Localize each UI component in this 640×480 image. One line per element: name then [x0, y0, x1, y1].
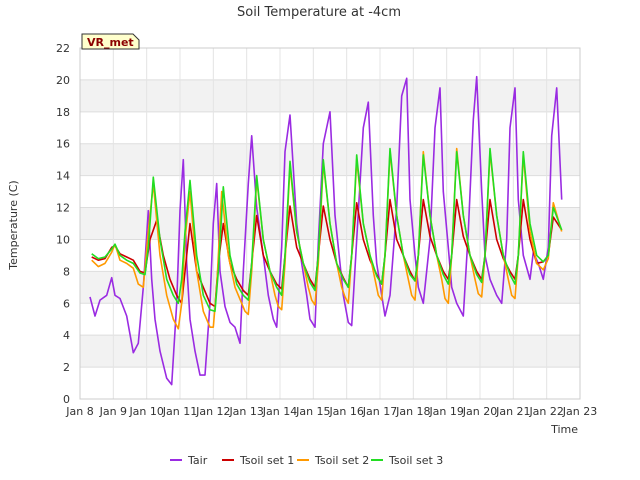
series-lines — [89, 75, 563, 386]
y-tick-label: 10 — [56, 233, 70, 246]
x-tick-label: Jan 9 — [99, 405, 127, 418]
x-tick-label: Jan 18 — [395, 405, 430, 418]
x-tick-label: Jan 20 — [462, 405, 497, 418]
x-tick-label: Jan 15 — [295, 405, 330, 418]
grid-band — [80, 271, 580, 304]
x-tick-label: Jan 11 — [162, 405, 197, 418]
x-tick-label: Jan 13 — [228, 405, 263, 418]
station-badge-box — [81, 33, 140, 50]
plot-frame — [79, 47, 581, 400]
legend-label-tsoil-set-2: Tsoil set 2 — [314, 454, 369, 467]
y-tick-label: 14 — [56, 170, 70, 183]
y-axis-label: Temperature (C) — [7, 180, 20, 270]
y-tick-label: 0 — [63, 393, 70, 406]
x-axis-label: Time — [550, 423, 578, 436]
y-tick-label: 4 — [63, 329, 70, 342]
y-tick-label: 20 — [56, 74, 70, 87]
station-badge-label: VR_met — [87, 36, 134, 49]
legend: Tair Tsoil set 1 Tsoil set 2 Tsoil set 3 — [170, 454, 443, 467]
x-tick-label: Jan 10 — [128, 405, 163, 418]
y-tick-label: 18 — [56, 106, 70, 119]
y-tick-label: 16 — [56, 138, 70, 151]
grid-bands — [80, 79, 580, 368]
x-tick-label: Jan 23 — [562, 405, 597, 418]
x-tick-label: Jan 21 — [495, 405, 530, 418]
x-tick-label: Jan 12 — [195, 405, 230, 418]
x-tick-label: Jan 14 — [262, 405, 297, 418]
series-line-tair — [89, 75, 563, 386]
series-line-tsoil-set-3 — [91, 147, 563, 313]
legend-label-tsoil-set-3: Tsoil set 3 — [388, 454, 443, 467]
y-tick-labels: 0 2 4 6 8 10 12 14 16 18 20 22 — [56, 42, 70, 406]
y-tick-label: 2 — [63, 361, 70, 374]
grid-band — [80, 143, 580, 176]
legend-label-tsoil-set-1: Tsoil set 1 — [239, 454, 294, 467]
grid-band — [80, 335, 580, 368]
grid-band — [80, 79, 580, 112]
station-badge: VR_met — [81, 33, 140, 50]
x-tick-label: Jan 16 — [328, 405, 363, 418]
x-tick-label: Jan 22 — [528, 405, 563, 418]
x-tick-label: Jan 17 — [362, 405, 397, 418]
y-tick-label: 22 — [56, 42, 70, 55]
x-tick-label: Jan 8 — [65, 405, 93, 418]
legend-label-tair: Tair — [187, 454, 208, 467]
chart-title: Soil Temperature at -4cm — [237, 5, 401, 20]
y-tick-label: 6 — [63, 297, 70, 310]
y-tick-label: 12 — [56, 202, 70, 215]
y-tick-label: 8 — [63, 265, 70, 278]
x-tick-label: Jan 19 — [428, 405, 463, 418]
